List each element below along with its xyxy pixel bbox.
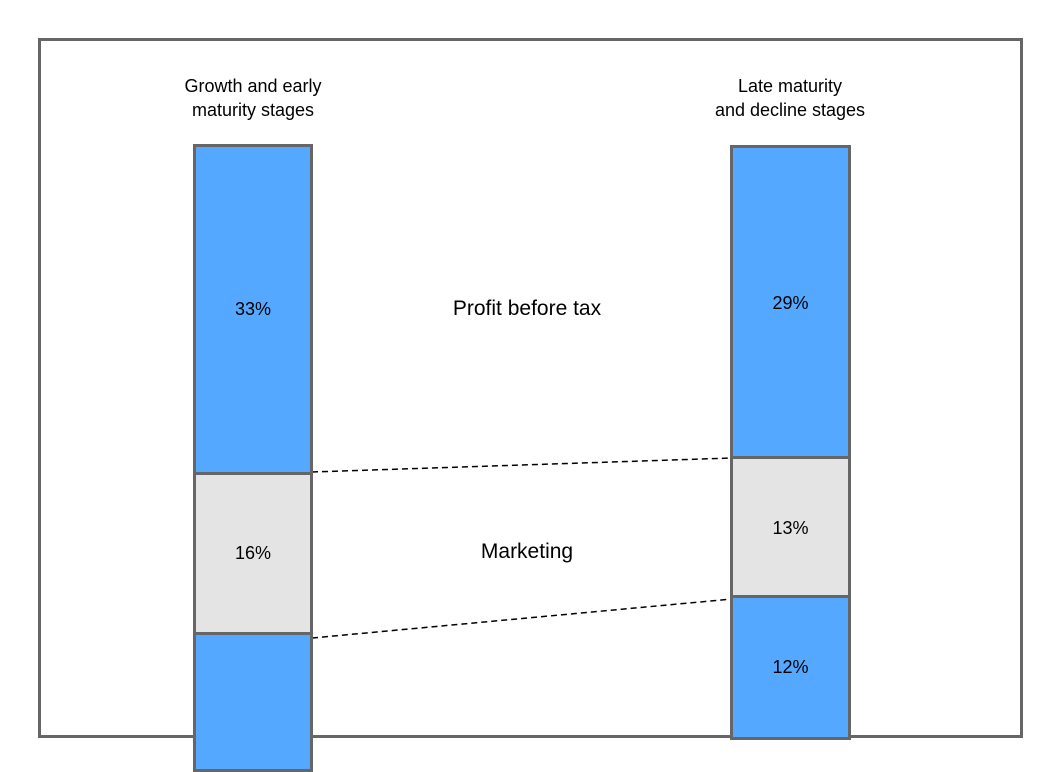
title-line: maturity stages bbox=[191, 100, 315, 120]
data-label: 16% bbox=[234, 543, 272, 563]
data-label: 12% bbox=[772, 657, 809, 677]
category-label-marketing: Marketing bbox=[480, 540, 574, 563]
bar-segment-other-late: 12% bbox=[730, 595, 851, 740]
bar-segment-profit-growth: 33% bbox=[193, 144, 313, 475]
data-label: 33% bbox=[234, 299, 272, 319]
column-title-late: Late maturity and decline stages bbox=[670, 74, 910, 122]
bar-segment-marketing-growth: 16% bbox=[193, 472, 313, 635]
connector-lines bbox=[311, 457, 733, 639]
category-label-profit: Profit before tax bbox=[452, 297, 602, 320]
data-label: 29% bbox=[772, 292, 809, 313]
title-line: Late maturity bbox=[737, 76, 843, 96]
bar-segment-other-growth bbox=[193, 632, 313, 772]
column-title-growth: Growth and early maturity stages bbox=[133, 74, 373, 122]
connector-line-profit bbox=[311, 457, 733, 473]
data-label: 13% bbox=[772, 517, 809, 538]
title-line: Growth and early bbox=[184, 76, 322, 96]
bar-segment-marketing-late: 13% bbox=[730, 456, 851, 600]
title-line: and decline stages bbox=[714, 100, 866, 120]
connector-line-marketing bbox=[311, 598, 733, 639]
bar-segment-profit-late: 29% bbox=[730, 145, 851, 461]
